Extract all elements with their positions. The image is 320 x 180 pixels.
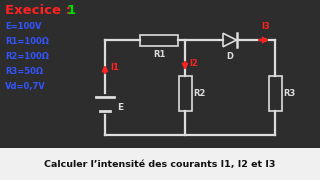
Text: Execice :: Execice :: [5, 4, 76, 17]
Text: 1: 1: [67, 4, 76, 17]
Text: I1: I1: [110, 64, 119, 73]
Text: E=100V: E=100V: [5, 22, 42, 31]
Text: Calculer l’intensité des courants I1, I2 et I3: Calculer l’intensité des courants I1, I2…: [44, 159, 276, 168]
Polygon shape: [223, 33, 236, 47]
Bar: [0, 148, 320, 180]
Bar: [268, 76, 282, 111]
Bar: [179, 76, 191, 111]
Text: E: E: [117, 103, 123, 112]
Text: R1: R1: [153, 50, 165, 59]
Text: R3=50Ω: R3=50Ω: [5, 67, 43, 76]
Text: I2: I2: [189, 60, 198, 69]
Text: R2=100Ω: R2=100Ω: [5, 52, 49, 61]
Text: R1=100Ω: R1=100Ω: [5, 37, 49, 46]
Text: Vd=0,7V: Vd=0,7V: [5, 82, 46, 91]
Text: R2: R2: [194, 89, 206, 98]
Text: D: D: [227, 52, 234, 61]
Text: R3: R3: [284, 89, 296, 98]
Text: I3: I3: [261, 22, 270, 31]
Bar: [140, 35, 178, 46]
